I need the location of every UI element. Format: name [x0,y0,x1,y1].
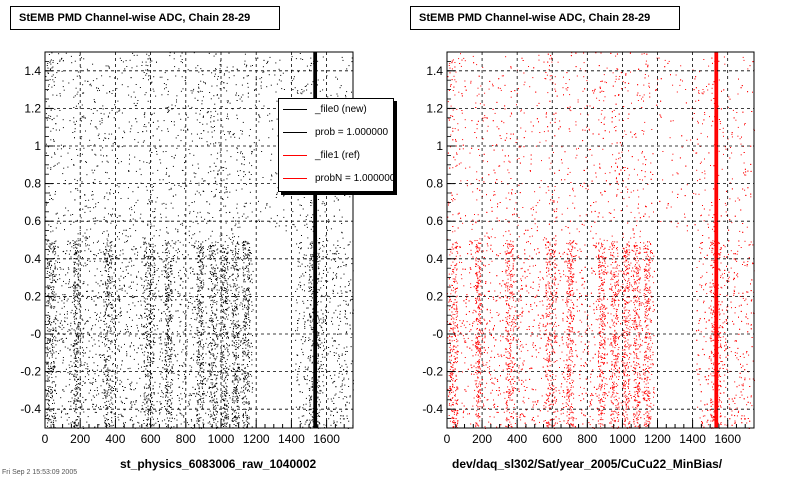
right-x-tick-label-5: 1000 [609,432,636,446]
legend-item-probn: probN = 1.000000 [279,168,394,188]
right-x-tick-label-0: 0 [444,432,451,446]
right-x-tick-label-7: 1400 [679,432,706,446]
left-y-tick-label-8: 1.2 [24,101,41,115]
right-x-tick-label-1: 200 [472,432,492,446]
right-y-tick-label-7: 1 [436,139,443,153]
legend-swatch-prob [283,131,307,133]
left-chart-title: StEMB PMD Channel-wise ADC, Chain 28-29 [10,6,280,30]
right-chart-title: StEMB PMD Channel-wise ADC, Chain 28-29 [410,6,680,30]
right-y-tick-label-8: 1.2 [426,101,443,115]
right-x-tick-label-3: 600 [542,432,562,446]
left-x-tick-label-4: 800 [176,432,196,446]
legend-label-prob: prob = 1.000000 [315,126,389,138]
legend: _file0 (new) prob = 1.000000 _file1 (ref… [278,98,394,192]
right-x-tick-label-6: 1200 [644,432,671,446]
right-scatter-points [447,52,755,429]
right-y-tick-label-6: 0.8 [426,177,443,191]
right-x-tick-label-4: 800 [577,432,597,446]
legend-label-file1: _file1 (ref) [315,149,361,161]
right-y-tick-label-3: 0.2 [426,289,443,303]
left-y-tick-label-2: -0 [30,327,41,341]
legend-item-prob: prob = 1.000000 [279,122,393,142]
left-x-tick-label-3: 600 [141,432,161,446]
right-plot-area [447,52,754,428]
legend-item-file1: _file1 (ref) [279,145,393,165]
left-y-tick-label-1: -0.2 [20,365,41,379]
right-x-tick-label-8: 1600 [714,432,741,446]
legend-label-probn: probN = 1.000000 [315,172,394,184]
left-x-tick-label-1: 200 [70,432,90,446]
left-x-tick-label-8: 1600 [313,432,340,446]
left-y-tick-label-5: 0.6 [24,214,41,228]
left-y-tick-label-7: 1 [34,139,41,153]
left-scatter-points [45,52,354,429]
right-y-tick-label-5: 0.6 [426,214,443,228]
left-y-tick-label-4: 0.4 [24,252,41,266]
left-y-tick-label-6: 0.8 [24,177,41,191]
left-x-axis-label: st_physics_6083006_raw_1040002 [120,457,317,471]
right-x-axis-label: dev/daq_sl302/Sat/year_2005/CuCu22_MinBi… [452,457,723,471]
right-y-tick-label-2: -0 [432,327,443,341]
left-y-tick-label-3: 0.2 [24,289,41,303]
left-x-tick-label-6: 1200 [243,432,270,446]
left-x-tick-label-0: 0 [42,432,49,446]
right-y-tick-label-1: -0.2 [422,365,443,379]
left-x-tick-label-7: 1400 [278,432,305,446]
left-y-tick-label-9: 1.4 [24,64,41,78]
footer-timestamp: Fri Sep 2 15:53:09 2005 [2,469,78,476]
legend-swatch-file0 [283,108,307,110]
left-x-tick-label-5: 1000 [208,432,235,446]
legend-item-file0: _file0 (new) [279,99,393,119]
right-y-tick-label-0: -0.4 [422,402,443,416]
left-x-tick-label-2: 400 [105,432,125,446]
right-x-tick-label-2: 400 [507,432,527,446]
right-y-tick-label-4: 0.4 [426,252,443,266]
left-y-tick-label-0: -0.4 [20,402,41,416]
legend-label-file0: _file0 (new) [315,103,367,115]
legend-swatch-file1 [283,154,307,156]
legend-swatch-probn [283,177,307,179]
right-y-tick-label-9: 1.4 [426,64,443,78]
